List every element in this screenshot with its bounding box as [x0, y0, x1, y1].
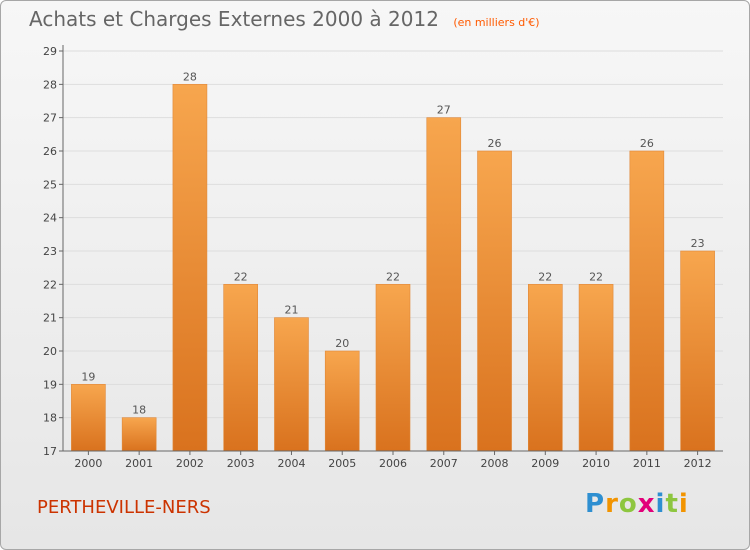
x-tick-label: 2000 [74, 457, 102, 470]
x-tick-label: 2010 [582, 457, 610, 470]
logo-letter: o [618, 489, 638, 519]
logo-letter: r [605, 489, 619, 519]
logo-letter: P [585, 489, 606, 519]
y-tick-label: 21 [43, 312, 57, 325]
y-tick-label: 18 [43, 412, 57, 425]
value-label: 20 [335, 337, 349, 350]
y-tick-label: 24 [43, 212, 57, 225]
value-label: 27 [437, 104, 451, 117]
x-tick-label: 2003 [227, 457, 255, 470]
value-label: 21 [284, 304, 298, 317]
bar-2007 [426, 117, 462, 452]
y-tick-label: 20 [43, 345, 57, 358]
x-tick-label: 2011 [633, 457, 661, 470]
bar-2000 [71, 384, 106, 452]
logo-letter: t [665, 489, 679, 519]
x-tick-label: 2006 [379, 457, 407, 470]
bar-2002 [172, 84, 208, 452]
labels: 17 18 19 20 21 22 23 24 25 26 27 28 29 19 2000 18 2001 28… [43, 45, 712, 470]
y-tick-label: 22 [43, 278, 57, 291]
x-tick-label: 2005 [328, 457, 356, 470]
y-tick-label: 19 [43, 378, 57, 391]
bar-2001 [121, 417, 157, 452]
value-label: 18 [132, 404, 146, 417]
value-label: 22 [386, 270, 400, 283]
y-tick-label: 26 [43, 145, 57, 158]
x-tick-label: 2001 [125, 457, 153, 470]
bar-2011 [629, 150, 665, 452]
x-tick-label: 2012 [684, 457, 712, 470]
y-tick-label: 17 [43, 445, 57, 458]
place-name: PERTHEVILLE-NERS [37, 497, 211, 518]
bar-2009 [528, 284, 563, 452]
bar-2008 [477, 150, 512, 452]
value-label: 22 [589, 270, 603, 283]
x-tick-label: 2007 [430, 457, 458, 470]
bar-2010 [578, 284, 614, 452]
y-tick-label: 28 [43, 78, 57, 91]
bar-2004 [274, 317, 309, 452]
y-tick-label: 25 [43, 178, 57, 191]
value-label: 28 [183, 70, 197, 83]
proxiti-logo: Proxiti [585, 489, 689, 519]
y-tick-label: 29 [43, 45, 57, 58]
value-label: 23 [691, 237, 705, 250]
chart-title: Achats et Charges Externes 2000 à 2012 (… [29, 7, 540, 31]
bar-2006 [375, 284, 411, 452]
chart-title-text: Achats et Charges Externes 2000 à 2012 [29, 7, 439, 31]
y-tick-label: 23 [43, 245, 57, 258]
logo-letter: i [655, 489, 666, 519]
value-label: 22 [234, 270, 248, 283]
x-tick-label: 2008 [481, 457, 509, 470]
x-tick-label: 2004 [277, 457, 305, 470]
x-tick-label: 2002 [176, 457, 204, 470]
value-label: 22 [538, 270, 552, 283]
value-label: 26 [488, 137, 502, 150]
chart-unit: (en milliers d'€) [453, 16, 540, 29]
logo-letter: x [637, 489, 656, 519]
x-tick-label: 2009 [531, 457, 559, 470]
bars [71, 84, 715, 452]
axes [59, 45, 723, 455]
logo-letter: i [678, 489, 689, 519]
bar-2003 [223, 284, 258, 452]
value-label: 19 [81, 370, 95, 383]
bar-2005 [324, 350, 360, 452]
y-tick-label: 27 [43, 112, 57, 125]
bar-2012 [680, 250, 715, 452]
value-label: 26 [640, 137, 654, 150]
